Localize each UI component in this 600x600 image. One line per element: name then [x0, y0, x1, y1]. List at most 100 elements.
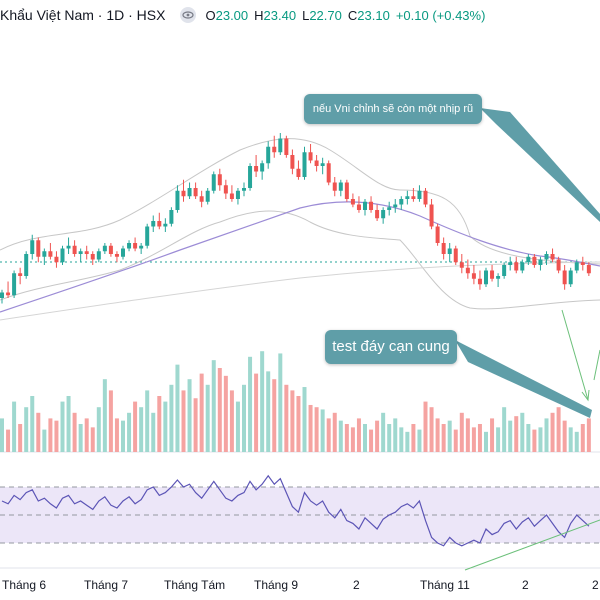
- arrow-head-1: [581, 389, 590, 402]
- callout-top[interactable]: nếu Vni chỉnh sẽ còn một nhịp rũ: [304, 94, 482, 124]
- volume-bar: [254, 373, 259, 452]
- candle-body: [72, 245, 77, 254]
- volume-bar: [272, 379, 277, 452]
- volume-series: [0, 351, 591, 452]
- x-label-thang-11: Tháng 11: [420, 578, 470, 592]
- candle-body: [538, 259, 543, 265]
- candle-body: [229, 193, 234, 199]
- volume-bar: [326, 418, 331, 452]
- volume-bar: [181, 390, 186, 452]
- x-label-2-first: 2: [353, 578, 360, 592]
- candle-body: [24, 254, 29, 276]
- arrow-line-2: [593, 349, 600, 381]
- callout-bottom[interactable]: test đáy cạn cung: [325, 330, 457, 364]
- candle-body: [187, 188, 192, 197]
- open-value: O23.00: [205, 7, 249, 23]
- candle-body: [266, 146, 271, 164]
- candle-body: [314, 160, 319, 166]
- candle-body: [532, 256, 537, 265]
- candle-body: [260, 163, 265, 172]
- candle-body: [205, 190, 210, 202]
- candle-body: [435, 226, 440, 243]
- volume-bar: [114, 418, 119, 452]
- candle-body: [290, 155, 295, 169]
- candle-body: [48, 251, 53, 257]
- candle-body: [66, 245, 71, 249]
- volume-bar: [490, 418, 495, 452]
- bollinger-lower: [0, 210, 600, 310]
- volume-bar: [66, 396, 71, 452]
- volume-bar: [163, 401, 168, 452]
- candle-body: [175, 190, 180, 210]
- candle-body: [133, 243, 138, 249]
- candle-body: [90, 254, 95, 260]
- symbol-title[interactable]: Khẩu Việt Nam · 1D · HSX: [0, 7, 166, 23]
- volume-bar: [477, 424, 482, 452]
- volume-bar: [375, 420, 380, 452]
- trend-line: [464, 519, 600, 571]
- volume-bar: [556, 407, 561, 452]
- candle-body: [18, 273, 23, 276]
- candle-body: [356, 204, 361, 210]
- volume-bar: [441, 424, 446, 452]
- volume-bar: [532, 429, 537, 452]
- candle-body: [471, 273, 476, 279]
- volume-bar: [338, 420, 343, 452]
- volume-bar: [471, 427, 476, 452]
- high-value: H23.40: [254, 7, 297, 23]
- volume-bar: [84, 418, 89, 452]
- candle-body: [84, 251, 89, 254]
- volume-bar: [405, 431, 410, 452]
- callout-bottom-pointer: [455, 340, 592, 418]
- volume-bar: [175, 364, 180, 452]
- volume-bar: [393, 418, 398, 452]
- volume-bar: [344, 424, 349, 452]
- volume-bar: [290, 390, 295, 452]
- volume-bar: [157, 396, 162, 452]
- candle-body: [490, 270, 495, 279]
- bollinger-upper: [0, 138, 600, 265]
- volume-bar: [18, 424, 23, 452]
- candle-body: [447, 248, 452, 254]
- candle-body: [429, 204, 434, 227]
- candle-body: [580, 262, 585, 265]
- candle-body: [6, 292, 11, 296]
- x-label-2-second: 2: [522, 578, 529, 592]
- candle-body: [477, 278, 482, 285]
- candle-body: [550, 254, 555, 260]
- candle-body: [242, 188, 246, 191]
- volume-bar: [356, 418, 361, 452]
- volume-bar: [211, 360, 216, 452]
- moving-average-mid: [0, 201, 600, 313]
- volume-bar: [248, 356, 253, 452]
- arrow-line-1: [561, 309, 589, 401]
- candle-body: [393, 204, 398, 208]
- candle-body: [302, 152, 307, 177]
- moving-average-long: [0, 261, 600, 321]
- candle-body: [411, 196, 416, 199]
- volume-bar: [514, 416, 519, 452]
- candle-body: [127, 243, 132, 249]
- volume-bar: [199, 373, 204, 452]
- volume-bar: [429, 407, 434, 452]
- candle-body: [254, 166, 259, 172]
- candle-body: [223, 185, 228, 194]
- candle-body: [163, 223, 168, 227]
- symbol-header[interactable]: Khẩu Việt Nam · 1D · HSX O23.00 H23.40 L…: [0, 6, 491, 24]
- volume-bar: [520, 412, 525, 452]
- volume-bar: [54, 420, 59, 452]
- volume-bar: [151, 412, 156, 452]
- candle-body: [42, 251, 47, 257]
- candle-body: [114, 254, 119, 257]
- candle-body: [520, 262, 525, 271]
- candle-body: [369, 201, 374, 210]
- candle-body: [544, 254, 549, 260]
- volume-bar: [193, 398, 198, 452]
- volume-bar: [369, 429, 374, 452]
- candle-body: [405, 196, 410, 199]
- volume-bar: [96, 407, 101, 452]
- eye-icon[interactable]: [179, 6, 197, 24]
- candle-body: [308, 152, 313, 161]
- volume-bar: [574, 431, 579, 452]
